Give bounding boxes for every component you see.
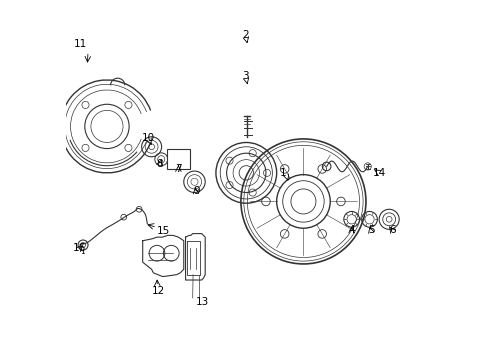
Text: 10: 10 [141, 133, 154, 143]
Text: 15: 15 [156, 226, 169, 236]
FancyBboxPatch shape [166, 149, 189, 169]
Text: 14: 14 [372, 168, 386, 178]
Text: 6: 6 [388, 225, 395, 235]
Text: 3: 3 [242, 71, 248, 81]
Text: 16: 16 [73, 243, 86, 253]
Text: 7: 7 [175, 164, 182, 174]
Text: 9: 9 [193, 186, 199, 197]
Text: 2: 2 [242, 30, 248, 40]
Text: 8: 8 [156, 159, 163, 169]
Text: 12: 12 [151, 286, 164, 296]
Text: 13: 13 [195, 297, 208, 307]
Text: 1: 1 [279, 168, 286, 178]
Text: 5: 5 [367, 225, 374, 235]
Text: 4: 4 [347, 225, 354, 235]
Text: 11: 11 [74, 39, 87, 49]
